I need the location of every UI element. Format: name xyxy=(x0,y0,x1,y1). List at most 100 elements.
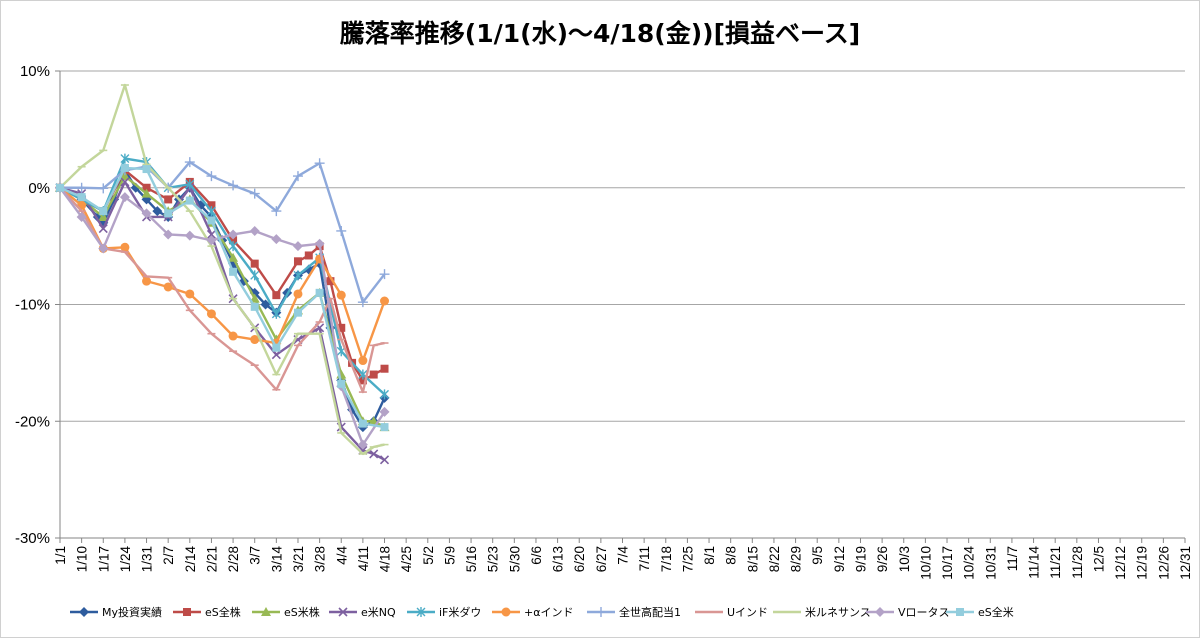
data-point xyxy=(76,182,87,193)
data-point xyxy=(228,241,238,252)
data-point xyxy=(76,211,87,222)
data-point xyxy=(119,192,130,203)
data-point xyxy=(228,331,238,341)
data-point xyxy=(358,376,367,385)
data-point xyxy=(228,229,239,240)
data-point xyxy=(380,389,390,400)
x-tick-label: 9/26 xyxy=(875,546,890,572)
x-tick-label: 3/28 xyxy=(313,546,328,572)
x-tick-label: 10/3 xyxy=(897,546,912,572)
x-tick-label: 12/19 xyxy=(1135,546,1150,580)
legend-item: 全世高配当1 xyxy=(587,605,681,619)
legend-label: eS米株 xyxy=(284,605,320,619)
data-point xyxy=(379,269,390,280)
x-tick-label: 2/14 xyxy=(183,546,198,573)
data-point xyxy=(249,225,260,236)
data-point xyxy=(120,153,130,164)
data-point xyxy=(337,379,346,388)
y-tick-label: 10% xyxy=(20,63,50,80)
data-point xyxy=(206,309,216,319)
legend-label: +αインド xyxy=(524,606,573,619)
x-tick-label: 6/27 xyxy=(594,546,609,572)
data-point xyxy=(249,293,260,303)
legend-item: eS全米 xyxy=(946,605,1014,619)
data-point xyxy=(184,230,195,241)
data-point xyxy=(141,188,152,198)
data-point xyxy=(337,323,346,332)
legend-item: iF米ダウ xyxy=(407,605,481,619)
legend-item: Vロータス xyxy=(866,606,950,619)
x-tick-label: 11/14 xyxy=(1027,546,1042,579)
data-point xyxy=(249,188,260,199)
x-tick-label: 1/31 xyxy=(140,546,155,572)
x-tick-label: 3/7 xyxy=(248,546,263,565)
x-tick-label: 10/31 xyxy=(983,546,998,580)
data-point xyxy=(206,171,217,182)
series-line xyxy=(59,187,386,446)
legend-label: Uインド xyxy=(727,606,768,619)
data-point xyxy=(119,171,130,181)
legend-label: iF米ダウ xyxy=(439,605,481,619)
data-point xyxy=(358,356,368,366)
x-tick-label: 8/8 xyxy=(724,546,739,565)
data-point xyxy=(314,158,325,169)
data-point xyxy=(272,343,281,352)
x-tick-label: 5/23 xyxy=(486,546,501,572)
y-tick-label: -10% xyxy=(15,297,50,314)
legend-marker xyxy=(416,607,426,617)
data-point xyxy=(164,209,173,218)
x-tick-label: 6/13 xyxy=(551,546,566,572)
x-tick-label: 4/11 xyxy=(356,546,371,571)
data-point xyxy=(142,165,151,174)
data-point xyxy=(142,276,152,286)
data-point xyxy=(185,289,195,299)
data-point xyxy=(250,335,260,345)
legend-marker xyxy=(261,607,271,616)
legend-marker xyxy=(875,607,885,617)
legend-label: e米NQ xyxy=(361,606,396,619)
data-point xyxy=(163,282,173,292)
data-point xyxy=(206,235,217,246)
data-point xyxy=(357,297,368,308)
x-tick-label: 12/26 xyxy=(1156,546,1171,580)
data-point xyxy=(250,302,259,311)
data-point xyxy=(152,206,163,217)
data-point xyxy=(358,419,367,428)
data-point xyxy=(77,193,86,202)
legend-label: My投資実績 xyxy=(102,605,162,619)
data-point xyxy=(206,206,216,217)
x-tick-label: 2/21 xyxy=(204,546,219,572)
data-point xyxy=(292,241,303,252)
legend-label: Vロータス xyxy=(898,606,950,619)
legend-item: eS全株 xyxy=(173,605,241,619)
data-point xyxy=(272,291,281,300)
data-point xyxy=(229,267,238,276)
data-point xyxy=(293,257,302,266)
data-point xyxy=(185,196,194,205)
data-point xyxy=(206,229,217,240)
data-point xyxy=(292,171,303,182)
x-tick-label: 1/24 xyxy=(118,546,133,573)
x-tick-label: 5/9 xyxy=(442,546,457,565)
x-tick-label: 4/18 xyxy=(378,546,393,572)
x-tick-label: 6/6 xyxy=(529,546,544,565)
data-point xyxy=(326,277,335,286)
x-tick-label: 7/25 xyxy=(680,546,695,572)
data-point xyxy=(314,238,325,249)
x-tick-label: 8/29 xyxy=(789,546,804,572)
data-point xyxy=(379,455,390,465)
data-point xyxy=(271,350,281,360)
legend-item: Uインド xyxy=(695,606,768,619)
data-point xyxy=(184,157,195,168)
x-tick-label: 6/20 xyxy=(572,546,587,572)
legend-marker xyxy=(596,607,606,617)
x-tick-label: 9/19 xyxy=(853,546,868,572)
x-tick-label: 8/15 xyxy=(745,546,760,572)
data-point xyxy=(336,290,346,300)
data-point xyxy=(271,234,282,245)
x-tick-label: 9/12 xyxy=(832,546,847,572)
series-10 xyxy=(56,163,389,432)
data-point xyxy=(260,299,271,310)
